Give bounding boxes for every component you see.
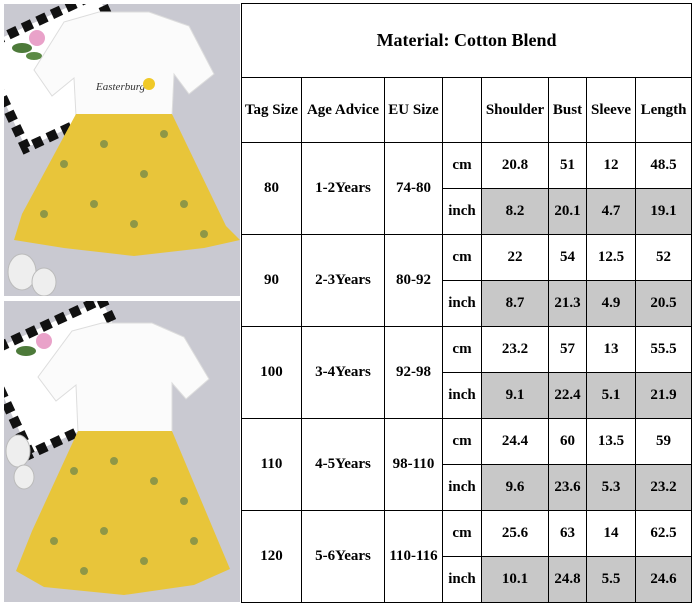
table-row: inch 9.6 23.6 5.3 23.2: [242, 464, 693, 511]
bust-cell: 21.3: [548, 280, 587, 327]
header-bust: Bust: [548, 77, 587, 143]
dress-illustration-top: Easterburg: [4, 4, 240, 296]
length-cell: 52: [634, 234, 693, 281]
length-cell: 59: [634, 418, 693, 465]
unit-cell: cm: [442, 142, 482, 189]
age-advice-cell: 1-2Years: [301, 142, 385, 235]
age-advice-cell: 4-5Years: [301, 418, 385, 511]
sleeve-cell: 5.3: [586, 464, 636, 511]
unit-cell: inch: [442, 372, 482, 419]
length-cell: 24.6: [634, 556, 693, 603]
material-title: Material: Cotton Blend: [240, 3, 693, 78]
sleeve-cell: 14: [586, 510, 636, 557]
header-sleeve: Sleeve: [586, 77, 636, 143]
header-eu-size: EU Size: [384, 77, 443, 143]
sleeve-cell: 5.1: [586, 372, 636, 419]
header-shoulder: Shoulder: [481, 77, 549, 143]
bust-cell: 23.6: [548, 464, 587, 511]
shoulder-cell: 22: [481, 234, 549, 281]
shoulder-cell: 8.2: [481, 188, 549, 235]
table-row: 90 2-3Years 80-92 cm 22 54 12.5 52: [241, 234, 693, 327]
eu-size-cell: 92-98: [384, 326, 443, 419]
header-length: Length: [634, 77, 693, 143]
eu-size-cell: 110-116: [384, 510, 443, 603]
shoulder-cell: 20.8: [481, 142, 549, 189]
length-cell: 23.2: [634, 464, 693, 511]
shoulder-cell: 10.1: [481, 556, 549, 603]
shoulder-cell: 8.7: [481, 280, 549, 327]
age-advice-cell: 3-4Years: [301, 326, 385, 419]
shoulder-cell: 23.2: [481, 326, 549, 373]
age-advice-cell: 5-6Years: [301, 510, 385, 603]
dress-photo-top: Easterburg: [4, 4, 240, 296]
length-cell: 19.1: [634, 188, 693, 235]
header-row: Tag Size Age Advice EU Size Shoulder Bus…: [241, 77, 693, 143]
unit-cell: cm: [442, 510, 482, 557]
sleeve-cell: 13: [586, 326, 636, 373]
table-row: 120 5-6Years 110-116 cm 25.6 63 14 62.5: [241, 510, 693, 603]
tag-size-cell: 90: [241, 234, 302, 327]
length-cell: 48.5: [634, 142, 693, 189]
tag-size-cell: 120: [241, 510, 302, 603]
sleeve-cell: 5.5: [586, 556, 636, 603]
length-cell: 55.5: [634, 326, 693, 373]
sleeve-cell: 13.5: [586, 418, 636, 465]
unit-cell: cm: [442, 234, 482, 281]
header-tag-size: Tag Size: [241, 77, 302, 143]
length-cell: 21.9: [634, 372, 693, 419]
sleeve-cell: 4.9: [586, 280, 636, 327]
length-cell: 62.5: [634, 510, 693, 557]
shoulder-cell: 9.6: [481, 464, 549, 511]
table-row: inch 8.2 20.1 4.7 19.1: [242, 188, 693, 235]
age-advice-cell: 2-3Years: [301, 234, 385, 327]
table-row: inch 10.1 24.8 5.5 24.6: [242, 556, 693, 603]
shoulder-cell: 24.4: [481, 418, 549, 465]
table-row: 110 4-5Years 98-110 cm 24.4 60 13.5 59: [241, 418, 693, 511]
header-age-advice: Age Advice: [301, 77, 385, 143]
eu-size-cell: 98-110: [384, 418, 443, 511]
sleeve-cell: 12.5: [586, 234, 636, 281]
bust-cell: 51: [548, 142, 587, 189]
unit-cell: inch: [442, 556, 482, 603]
unit-cell: inch: [442, 280, 482, 327]
shoulder-cell: 9.1: [481, 372, 549, 419]
bust-cell: 57: [548, 326, 587, 373]
table-row: inch 8.7 21.3 4.9 20.5: [242, 280, 693, 327]
bust-cell: 60: [548, 418, 587, 465]
title-row: Material: Cotton Blend: [240, 3, 693, 78]
bust-cell: 24.8: [548, 556, 587, 603]
table-row: 100 3-4Years 92-98 cm 23.2 57 13 55.5: [241, 326, 693, 419]
size-chart-table: Material: Cotton Blend Tag Size Age Advi…: [240, 3, 693, 603]
product-photos: Easterburg: [0, 0, 241, 606]
table-row: inch 9.1 22.4 5.1 21.9: [242, 372, 693, 419]
shoulder-cell: 25.6: [481, 510, 549, 557]
length-cell: 20.5: [634, 280, 693, 327]
unit-cell: cm: [442, 326, 482, 373]
shirt-print: Easterburg: [95, 81, 146, 93]
sleeve-cell: 4.7: [586, 188, 636, 235]
unit-cell: inch: [442, 464, 482, 511]
dress-illustration-bottom: [4, 301, 240, 602]
bust-cell: 20.1: [548, 188, 587, 235]
unit-cell: cm: [442, 418, 482, 465]
bust-cell: 63: [548, 510, 587, 557]
dress-photo-bottom: [4, 301, 240, 602]
bust-cell: 54: [548, 234, 587, 281]
eu-size-cell: 74-80: [384, 142, 443, 235]
eu-size-cell: 80-92: [384, 234, 443, 327]
header-unit: [442, 77, 482, 143]
tag-size-cell: 100: [241, 326, 302, 419]
table-row: 80 1-2Years 74-80 cm 20.8 51 12 48.5: [241, 142, 693, 235]
tag-size-cell: 110: [241, 418, 302, 511]
tag-size-cell: 80: [241, 142, 302, 235]
sleeve-cell: 12: [586, 142, 636, 189]
unit-cell: inch: [442, 188, 482, 235]
bust-cell: 22.4: [548, 372, 587, 419]
